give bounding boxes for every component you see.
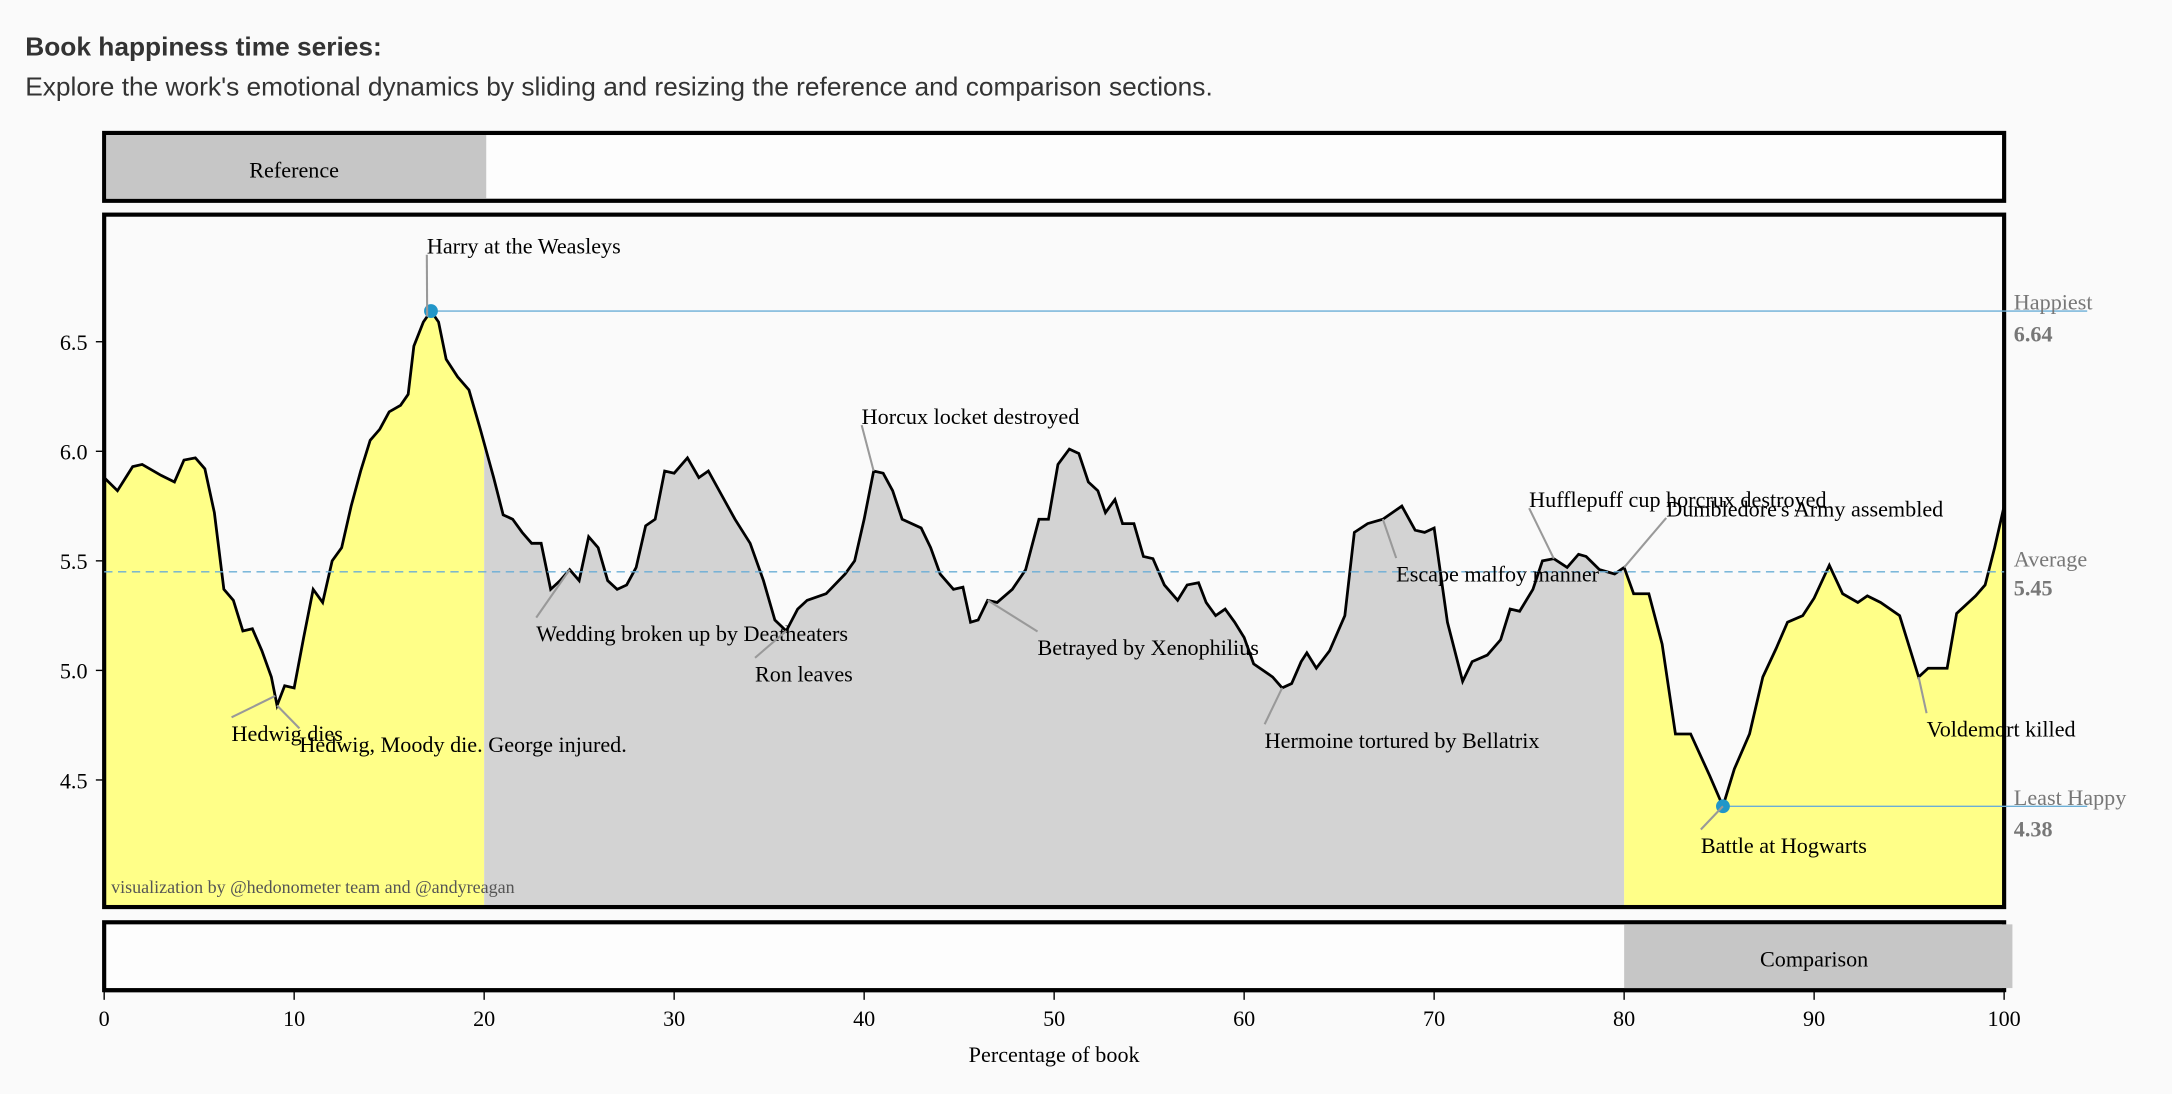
annotation-leader xyxy=(860,424,875,472)
x-axis-label: Percentage of book xyxy=(969,1042,1141,1067)
annotation-leader xyxy=(1263,687,1284,725)
x-tick-label: 20 xyxy=(473,1006,495,1031)
annotation: Battle at Hogwarts xyxy=(1701,833,1867,858)
least-label: Least Happy xyxy=(2014,785,2127,810)
x-tick-label: 40 xyxy=(853,1006,875,1031)
happiest-label: Happiest xyxy=(2014,290,2094,315)
annotation: Hufflepuff cup horcrux destroyed xyxy=(1529,487,1826,512)
annotation-leader xyxy=(1623,517,1668,569)
happiest-value: 6.64 xyxy=(2014,322,2053,347)
annotation-leader xyxy=(276,704,301,730)
annotation-leader xyxy=(231,695,276,719)
x-tick-label: 0 xyxy=(99,1006,110,1031)
annotation-leader xyxy=(1528,507,1555,560)
comparison-label: Comparison xyxy=(1760,947,1868,972)
area-fill xyxy=(104,311,485,908)
y-tick-label: 5.0 xyxy=(60,659,88,684)
annotation: Voldemort killed xyxy=(1927,717,2076,742)
y-tick-label: 4.5 xyxy=(60,768,88,793)
annotation-leader xyxy=(1381,518,1398,559)
annotation: Harry at the Weasleys xyxy=(427,233,621,258)
comparison-brush[interactable] xyxy=(1624,924,2013,989)
annotation: Horcux locket destroyed xyxy=(862,404,1080,429)
annotation: Escape malfoy manner xyxy=(1396,562,1599,587)
x-tick-label: 50 xyxy=(1043,1006,1065,1031)
annotation-leader xyxy=(754,630,787,659)
annotation: Betrayed by Xenophilius xyxy=(1038,635,1259,660)
annotation: Hermoine tortured by Bellatrix xyxy=(1265,728,1540,753)
y-tick-label: 6.0 xyxy=(60,440,88,465)
annotation: Hedwig dies xyxy=(232,721,343,746)
annotation-leader xyxy=(1700,805,1724,831)
annotation: Wedding broken up by Deatheaters xyxy=(536,621,848,646)
subtitle: Explore the work's emotional dynamics by… xyxy=(25,72,1213,102)
annotation: Ron leaves xyxy=(755,661,853,686)
reference-label: Reference xyxy=(249,157,339,182)
x-tick-label: 10 xyxy=(283,1006,305,1031)
annotation-leader xyxy=(535,569,571,619)
annotation-leader xyxy=(1917,676,1928,714)
x-tick-label: 60 xyxy=(1233,1006,1255,1031)
x-tick-label: 70 xyxy=(1423,1006,1445,1031)
least-value: 4.38 xyxy=(2014,817,2053,842)
average-value: 5.45 xyxy=(2014,575,2053,600)
area-fill xyxy=(484,443,1625,908)
credit: visualization by @hedonometer team and @… xyxy=(111,877,515,897)
annotation: Dumbledore's Army assembled xyxy=(1666,497,1943,522)
x-tick-label: 30 xyxy=(663,1006,685,1031)
x-tick-label: 80 xyxy=(1613,1006,1635,1031)
y-tick-label: 6.5 xyxy=(60,330,88,355)
y-tick-label: 5.5 xyxy=(60,549,88,574)
x-tick-label: 90 xyxy=(1803,1006,1825,1031)
title: Book happiness time series: xyxy=(25,31,382,61)
annotation-leader xyxy=(987,599,1039,633)
annotation: Hedwig, Moody die. George injured. xyxy=(299,732,626,757)
happiness-line xyxy=(103,308,2006,811)
average-label: Average xyxy=(2014,546,2088,571)
x-tick-label: 100 xyxy=(1988,1006,2021,1031)
reference-brush[interactable] xyxy=(106,135,487,199)
